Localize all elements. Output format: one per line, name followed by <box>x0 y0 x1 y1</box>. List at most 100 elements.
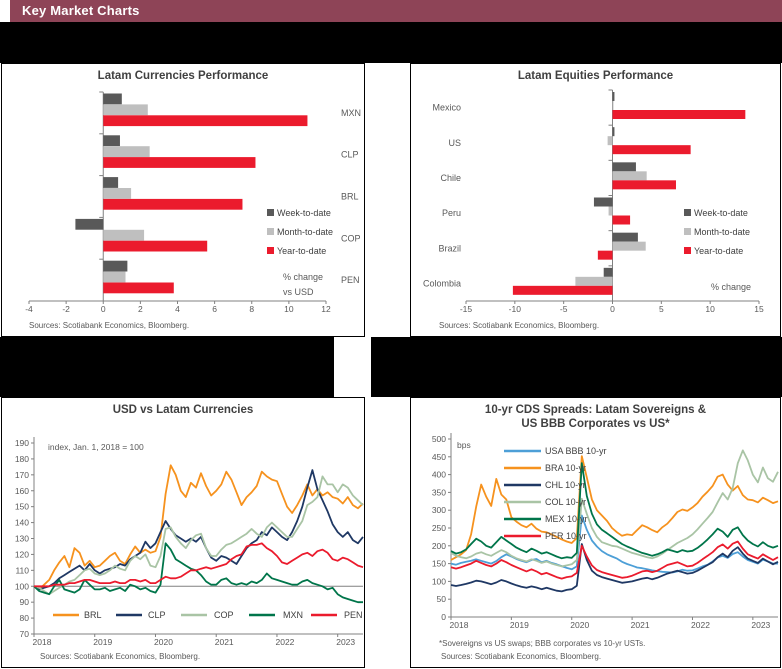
source-latam-currencies: Sources: Scotiabank Economics, Bloomberg… <box>29 321 190 330</box>
svg-text:2022: 2022 <box>275 637 294 647</box>
legend-swatch <box>684 247 691 254</box>
svg-text:10: 10 <box>705 304 715 314</box>
svg-text:160: 160 <box>15 486 29 496</box>
page-title: Key Market Charts <box>22 3 140 18</box>
series-Week-to-date <box>75 93 128 272</box>
svg-text:110: 110 <box>15 565 29 575</box>
panel-latam-equities: Latam Equities Performance -15 -10 -5 0 5 10 1… <box>410 63 781 337</box>
panel-cds-spreads: 10-yr CDS Spreads: Latam Sovereigns & US… <box>410 397 781 668</box>
usd-vs-latam-line-chart: 70 80 90 100 110 120 130 140 150 160 170 180 190 2018… <box>15 437 364 647</box>
svg-text:Year-to-date: Year-to-date <box>694 246 743 256</box>
latam-equities-bar-chart: -15 -10 -5 0 5 10 15 Mexico US Chile Peru Brazil Col… <box>423 89 764 314</box>
svg-text:Colombia: Colombia <box>423 278 461 288</box>
svg-text:0: 0 <box>441 612 446 622</box>
svg-text:6: 6 <box>212 304 217 314</box>
svg-text:CHL 10-yr: CHL 10-yr <box>545 480 586 490</box>
svg-text:50: 50 <box>437 594 447 604</box>
svg-text:2020: 2020 <box>154 637 173 647</box>
panel-latam-currencies: Latam Currencies Performance -4 -2 0 2 4 6 8 10… <box>1 63 365 337</box>
svg-text:-15: -15 <box>460 304 473 314</box>
svg-text:-2: -2 <box>62 304 70 314</box>
page-header: Key Market Charts <box>10 0 782 22</box>
svg-text:-10: -10 <box>509 304 522 314</box>
svg-text:5: 5 <box>659 304 664 314</box>
series-Week-to-date <box>593 92 638 277</box>
svg-text:Week-to-date: Week-to-date <box>277 208 331 218</box>
svg-text:2022: 2022 <box>691 620 710 630</box>
svg-text:200: 200 <box>432 541 446 551</box>
svg-text:Brazil: Brazil <box>438 243 461 253</box>
svg-text:Mexico: Mexico <box>432 103 461 113</box>
chart-title-cds-spreads: 10-yr CDS Spreads: Latam Sovereigns & US… <box>484 404 707 430</box>
svg-text:130: 130 <box>15 534 29 544</box>
svg-text:MEX 10-yr: MEX 10-yr <box>545 514 588 524</box>
svg-text:450: 450 <box>432 452 446 462</box>
svg-text:2023: 2023 <box>751 620 770 630</box>
series-Month-to-date <box>103 104 150 283</box>
svg-text:2021: 2021 <box>215 637 234 647</box>
svg-text:Month-to-date: Month-to-date <box>277 227 333 237</box>
svg-text:180: 180 <box>15 454 29 464</box>
svg-text:COL 10-yr: COL 10-yr <box>545 497 586 507</box>
series-MXN <box>33 542 363 604</box>
svg-text:2021: 2021 <box>631 620 650 630</box>
chart-title-latam-currencies: Latam Currencies Performance <box>97 70 269 82</box>
axis-note-bps: bps <box>457 440 471 450</box>
svg-text:Peru: Peru <box>442 208 461 218</box>
svg-text:4: 4 <box>175 304 180 314</box>
svg-text:CLP: CLP <box>341 150 359 160</box>
divider-band-middle-left <box>0 337 334 397</box>
svg-text:170: 170 <box>15 470 29 480</box>
svg-text:250: 250 <box>432 523 446 533</box>
svg-text:PEN: PEN <box>341 275 360 285</box>
chart-title-usd-vs-latam: USD vs Latam Currencies <box>112 404 254 416</box>
axis-note-currencies: % change vs USD <box>283 272 324 297</box>
svg-text:350: 350 <box>432 487 446 497</box>
panel-usd-vs-latam: USD vs Latam Currencies 70 80 90 100 110 120 1… <box>1 397 365 668</box>
legend-swatch <box>267 228 274 235</box>
series-USA BBB 10-yr <box>450 514 778 574</box>
svg-text:300: 300 <box>432 505 446 515</box>
svg-text:0: 0 <box>610 304 615 314</box>
svg-text:Week-to-date: Week-to-date <box>694 208 748 218</box>
svg-text:0: 0 <box>101 304 106 314</box>
source-latam-equities: Sources: Scotiabank Economics, Bloomberg… <box>439 321 600 330</box>
svg-text:100: 100 <box>432 576 446 586</box>
svg-text:2018: 2018 <box>450 620 469 630</box>
svg-text:80: 80 <box>20 613 30 623</box>
footnote-cds-spreads: *Sovereigns vs US swaps; BBB corporates … <box>439 639 646 648</box>
svg-text:MXN: MXN <box>283 610 303 620</box>
svg-text:Chile: Chile <box>440 173 461 183</box>
svg-text:BRL: BRL <box>341 192 359 202</box>
divider-band-top <box>0 22 782 63</box>
series-Year-to-date <box>103 115 308 294</box>
svg-text:US: US <box>448 138 461 148</box>
legend-swatch <box>267 247 274 254</box>
svg-text:-5: -5 <box>560 304 568 314</box>
svg-text:400: 400 <box>432 470 446 480</box>
svg-text:MXN: MXN <box>341 108 361 118</box>
series-MEX 10-yr <box>450 462 779 560</box>
svg-text:190: 190 <box>15 438 29 448</box>
axis-note-equities: % change <box>711 282 752 292</box>
svg-text:2019: 2019 <box>510 620 529 630</box>
svg-text:2020: 2020 <box>570 620 589 630</box>
legend-swatch <box>267 209 274 216</box>
axis-note-index: index, Jan. 1, 2018 = 100 <box>48 442 144 452</box>
legend-swatch <box>684 209 691 216</box>
svg-text:140: 140 <box>15 518 29 528</box>
svg-text:PER 10-yr: PER 10-yr <box>545 531 587 541</box>
series-Year-to-date <box>512 110 746 295</box>
svg-text:500: 500 <box>432 434 446 444</box>
svg-text:100: 100 <box>15 581 29 591</box>
series-PEN <box>34 542 364 588</box>
svg-text:PEN: PEN <box>344 610 363 620</box>
svg-text:CLP: CLP <box>148 610 166 620</box>
series-COP <box>33 475 364 596</box>
chart-title-latam-equities: Latam Equities Performance <box>517 70 674 82</box>
series-CLP <box>33 469 364 591</box>
svg-text:USA BBB 10-yr: USA BBB 10-yr <box>545 446 607 456</box>
cds-spreads-line-chart: 0 50 100 150 200 250 300 350 400 450 500 2018 2019 20… <box>432 433 779 630</box>
svg-text:2: 2 <box>138 304 143 314</box>
